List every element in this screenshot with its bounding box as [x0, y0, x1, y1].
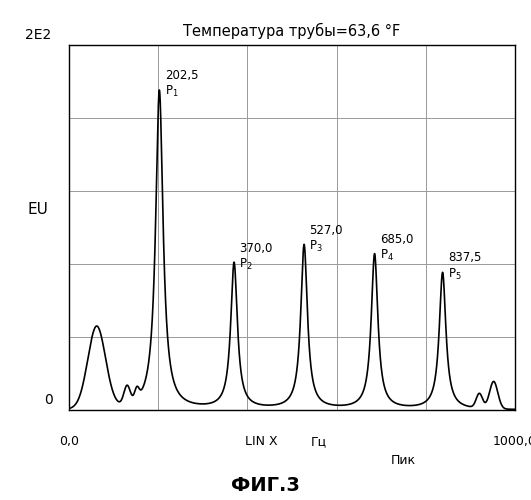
Text: P$_3$: P$_3$	[310, 239, 323, 254]
Text: 685,0: 685,0	[380, 233, 413, 245]
Text: 837,5: 837,5	[448, 251, 481, 264]
Text: Температура трубы=63,6 °F: Температура трубы=63,6 °F	[183, 22, 401, 38]
Text: P$_5$: P$_5$	[448, 266, 461, 281]
Text: Гц: Гц	[311, 435, 327, 448]
Text: 1000,0: 1000,0	[493, 435, 531, 448]
Text: EU: EU	[28, 202, 48, 216]
Text: P$_4$: P$_4$	[380, 248, 394, 264]
Text: 0: 0	[44, 393, 53, 407]
Text: P$_2$: P$_2$	[239, 258, 253, 272]
Text: 2E2: 2E2	[24, 28, 51, 42]
Text: 527,0: 527,0	[310, 224, 343, 236]
Text: P$_1$: P$_1$	[165, 84, 178, 99]
Text: 0,0: 0,0	[59, 435, 79, 448]
Text: 202,5: 202,5	[165, 68, 198, 82]
Text: Пик: Пик	[391, 454, 416, 468]
Text: ФИГ.3: ФИГ.3	[231, 476, 300, 495]
Text: LIN X: LIN X	[244, 435, 277, 448]
Text: 370,0: 370,0	[239, 242, 273, 255]
